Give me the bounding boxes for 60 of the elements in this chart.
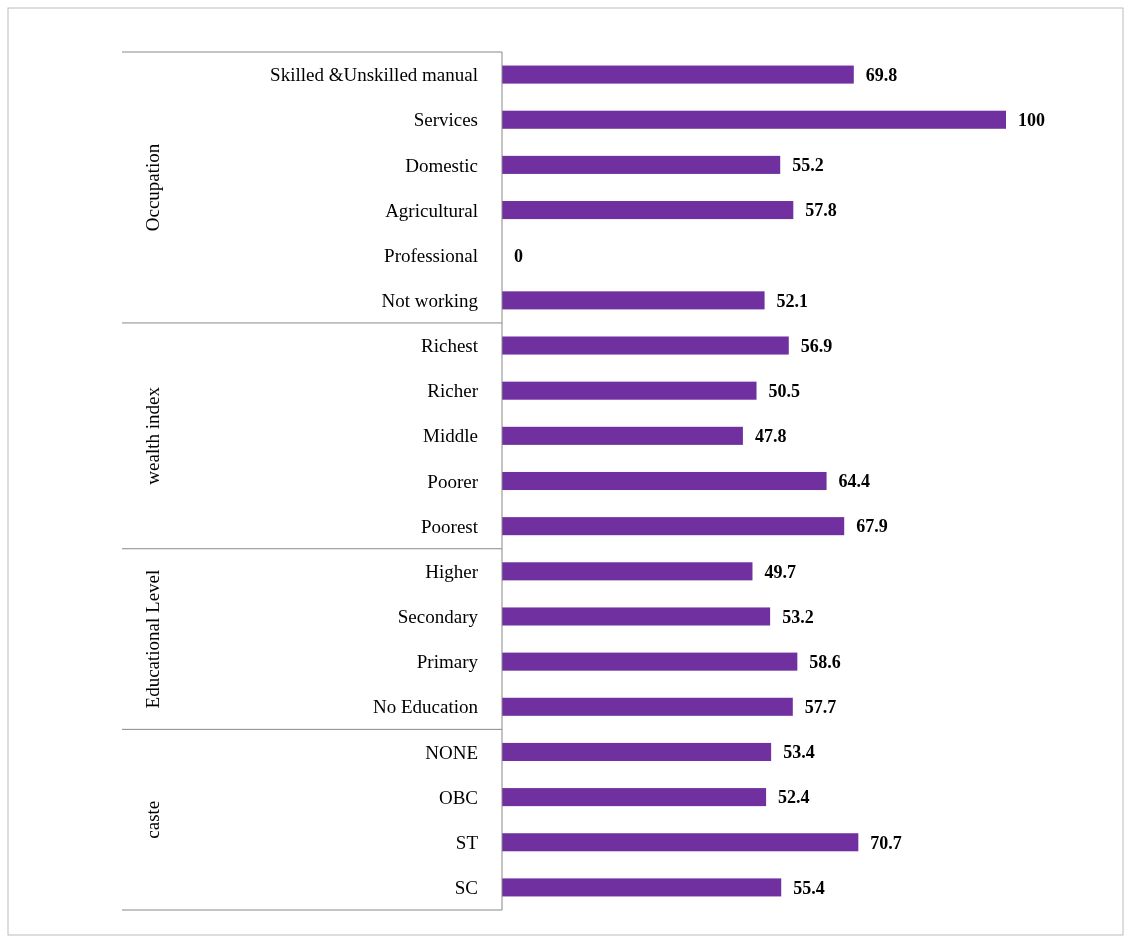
bar <box>502 562 753 581</box>
y-tick-label: Richer <box>427 380 479 402</box>
bar <box>502 607 771 626</box>
data-label: 52.4 <box>778 787 810 808</box>
text: Educational Level <box>141 569 163 709</box>
text: wealth index <box>141 386 163 485</box>
bar <box>502 833 859 852</box>
bar <box>502 155 781 174</box>
bar <box>502 381 757 400</box>
bar <box>502 697 793 716</box>
y-tick-label: Professional <box>384 244 478 266</box>
bar <box>502 291 765 310</box>
data-label: 56.9 <box>800 335 833 356</box>
y-tick-label: Domestic <box>405 154 478 176</box>
data-label: 0 <box>514 245 523 266</box>
data-label: 57.8 <box>805 200 837 221</box>
bar <box>502 65 854 84</box>
text: caste <box>141 800 163 839</box>
bar <box>502 652 798 671</box>
data-label: 55.4 <box>793 877 825 898</box>
y-tick-label: OBC <box>438 786 478 808</box>
bar <box>502 878 782 897</box>
bar <box>502 336 789 355</box>
data-label: 55.2 <box>792 155 824 176</box>
y-tick-label: NONE <box>425 741 478 763</box>
y-tick-label: Skilled &Unskilled manual <box>270 64 478 86</box>
bar <box>502 110 1006 129</box>
bar <box>502 426 743 445</box>
y-tick-label: Middle <box>423 425 478 447</box>
data-label: 47.8 <box>754 426 787 447</box>
data-label: 100 <box>1018 110 1045 131</box>
text: Occupation <box>141 143 163 232</box>
bar <box>502 201 794 220</box>
y-tick-label: SC <box>454 877 478 899</box>
y-tick-label: Primary <box>416 651 479 673</box>
bar <box>502 517 845 536</box>
data-label: 70.7 <box>870 832 902 853</box>
data-label: 53.4 <box>783 742 815 763</box>
data-label: 53.2 <box>782 606 814 627</box>
data-label: 57.7 <box>804 697 837 718</box>
bar <box>502 788 767 807</box>
data-label: 64.4 <box>838 471 871 492</box>
y-tick-label: ST <box>455 831 479 853</box>
y-tick-label: Poorer <box>427 470 479 492</box>
y-tick-label: Higher <box>425 560 479 582</box>
y-tick-label: Services <box>413 109 478 131</box>
data-label: 49.7 <box>764 561 796 582</box>
data-label: 69.8 <box>865 64 898 85</box>
data-label: 52.1 <box>776 290 809 311</box>
y-tick-label: Richest <box>421 335 479 357</box>
data-label: 67.9 <box>856 516 888 537</box>
bar <box>502 742 772 761</box>
y-tick-label: Poorest <box>421 515 479 537</box>
bar <box>502 471 827 491</box>
data-label: 58.6 <box>809 651 841 672</box>
y-tick-label: Secondary <box>397 606 479 628</box>
y-tick-label: No Education <box>372 696 479 718</box>
data-label: 50.5 <box>768 380 801 401</box>
y-tick-label: Not working <box>381 290 479 312</box>
y-tick-label: Agricultural <box>385 199 478 221</box>
